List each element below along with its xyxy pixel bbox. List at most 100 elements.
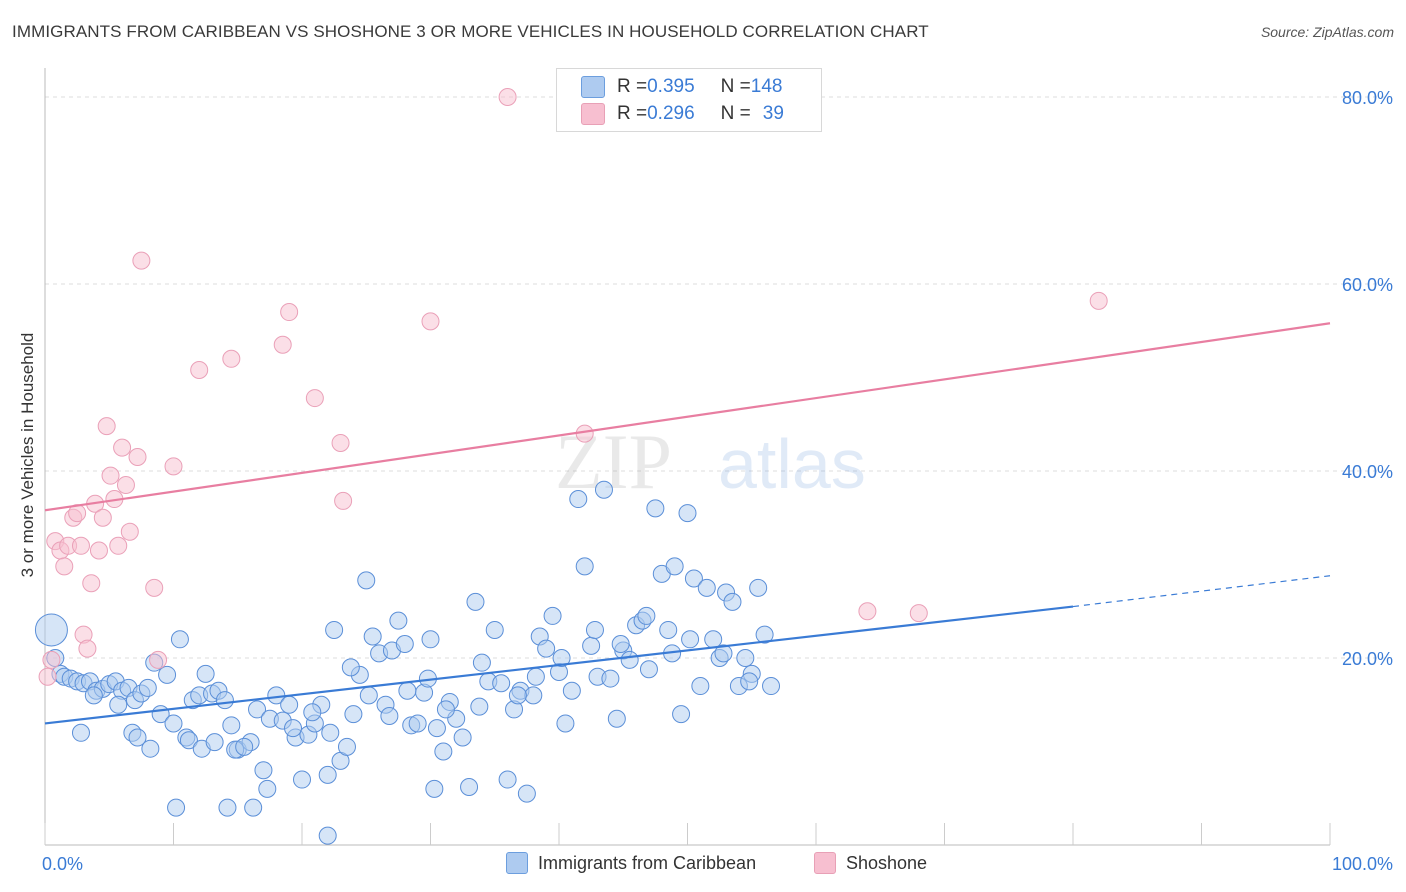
caribbean-point (196, 664, 215, 683)
shoshone-point (149, 650, 168, 669)
shoshone-point (93, 508, 112, 527)
shoshone-point (38, 667, 57, 686)
caribbean-point (585, 620, 604, 639)
shoshone-point (55, 557, 74, 576)
legend-swatch-shoshone (581, 103, 605, 125)
chart-title: IMMIGRANTS FROM CARIBBEAN VS SHOSHONE 3 … (12, 22, 929, 41)
caribbean-point (611, 634, 630, 653)
caribbean-point (543, 606, 562, 625)
caribbean-point (762, 677, 781, 696)
caribbean-point (637, 606, 656, 625)
shoshone-point (113, 438, 132, 457)
caribbean-point (508, 686, 527, 705)
caribbean-point (684, 569, 703, 588)
caribbean-point (109, 695, 128, 714)
caribbean-point (325, 620, 344, 639)
axes (44, 68, 1331, 846)
caribbean-point (344, 705, 363, 724)
shoshone-point (858, 602, 877, 621)
y-tick-label: 60.0% (1342, 275, 1393, 295)
legend-row-caribbean: R = 0.395 N = 148 (581, 75, 782, 99)
shoshone-point (109, 536, 128, 555)
shoshone-point (145, 578, 164, 597)
legend-label-caribbean: Immigrants from Caribbean (538, 852, 757, 873)
caribbean-point (421, 630, 440, 649)
caribbean-point (466, 592, 485, 611)
caribbean-point (380, 706, 399, 725)
caribbean-point (601, 669, 620, 688)
shoshone-point (97, 417, 116, 436)
n-value: 39 (762, 103, 784, 124)
caribbean-point (665, 557, 684, 576)
caribbean-point (293, 770, 311, 789)
r-value: 0.395 (647, 76, 695, 97)
caribbean-point (138, 678, 157, 697)
caribbean-point (740, 672, 759, 691)
caribbean-point (453, 728, 472, 747)
shoshone-point (1089, 291, 1108, 310)
caribbean-trend-extension (1072, 575, 1331, 608)
caribbean-point (607, 709, 626, 728)
caribbean-point (485, 620, 504, 639)
caribbean-point (639, 660, 658, 679)
shoshone-point (280, 303, 299, 322)
shoshone-point (116, 476, 135, 495)
caribbean-point (714, 644, 733, 663)
watermark-atlas: atlas (718, 425, 866, 503)
caribbean-point (697, 578, 716, 597)
caribbean-point (141, 739, 160, 758)
n-label: N = (720, 103, 751, 124)
r-label: R = (617, 103, 648, 124)
y-tick-label: 40.0% (1342, 462, 1393, 482)
caribbean-point (434, 742, 453, 761)
caribbean-point (594, 480, 613, 499)
caribbean-point (620, 650, 639, 669)
caribbean-point (436, 700, 455, 719)
shoshone-point (909, 604, 928, 623)
legend-swatch-shoshone (814, 852, 836, 874)
correlation-legend: R = 0.395 N = 148 R = 0.296 N = 39 (556, 68, 822, 132)
shoshone-point (78, 639, 97, 658)
shoshone-point (331, 433, 350, 452)
caribbean-point (398, 681, 417, 700)
legend-item-shoshone: Shoshone (814, 852, 927, 874)
caribbean-point (158, 665, 177, 684)
caribbean-point (258, 779, 277, 798)
shoshone-point (128, 447, 147, 466)
n-value: 148 (750, 76, 783, 97)
caribbean-point (723, 592, 742, 611)
caribbean-point (303, 703, 322, 722)
watermark: ZIP atlas (555, 418, 866, 505)
shoshone-point (190, 361, 209, 380)
caribbean-point (321, 723, 340, 742)
caribbean-point (524, 686, 543, 705)
caribbean-point (562, 681, 581, 700)
caribbean-point (218, 798, 237, 817)
series-legend: Immigrants from Caribbean Shoshone (0, 852, 1406, 876)
caribbean-point (569, 490, 588, 509)
shoshone-point (89, 541, 108, 560)
caribbean-point (492, 674, 511, 693)
caribbean-point (254, 761, 273, 780)
caribbean-point (71, 723, 90, 742)
caribbean-point (179, 731, 198, 750)
legend-swatch-caribbean (581, 76, 605, 98)
caribbean-point (337, 737, 356, 756)
watermark-zip: ZIP (555, 418, 672, 505)
caribbean-point (556, 714, 575, 733)
shoshone-point (42, 650, 61, 669)
caribbean-point (408, 714, 427, 733)
caribbean-point (672, 705, 691, 724)
caribbean-point (318, 826, 337, 845)
caribbean-point (498, 770, 517, 789)
caribbean-point (248, 700, 267, 719)
caribbean-point (427, 719, 446, 738)
caribbean-point (575, 557, 594, 576)
gridlines (45, 96, 1392, 659)
n-label: N = (720, 76, 751, 97)
caribbean-point (537, 639, 556, 658)
legend-item-caribbean: Immigrants from Caribbean (506, 852, 756, 874)
r-label: R = (617, 76, 648, 97)
shoshone-point (222, 349, 241, 368)
